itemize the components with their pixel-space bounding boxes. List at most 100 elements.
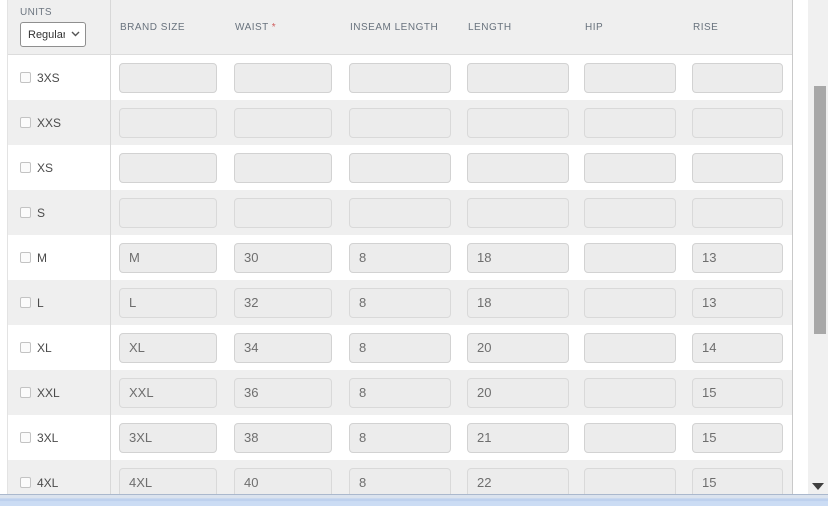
input-XXL-rise[interactable] <box>692 377 783 408</box>
cell-XS-length <box>467 145 584 190</box>
input-3XL-waist[interactable] <box>234 422 332 453</box>
table-row-XXL: XXL <box>8 370 792 415</box>
column-header-label: RISE <box>693 21 719 33</box>
checkbox-4XL[interactable] <box>20 477 31 488</box>
size-label: M <box>37 250 47 265</box>
input-4XL-hip[interactable] <box>584 467 676 498</box>
input-XXS-inseam_length[interactable] <box>349 107 451 138</box>
column-header-label: BRAND SIZE <box>120 21 186 33</box>
input-XXS-waist[interactable] <box>234 107 332 138</box>
input-M-hip[interactable] <box>584 242 676 273</box>
input-XL-inseam_length[interactable] <box>349 332 451 363</box>
checkbox-XXS[interactable] <box>20 117 31 128</box>
size-label: XXL <box>37 385 60 400</box>
checkbox-XXL[interactable] <box>20 387 31 398</box>
input-XL-rise[interactable] <box>692 332 783 363</box>
cell-XXL-inseam_length <box>349 370 467 415</box>
input-3XS-length[interactable] <box>467 62 569 93</box>
column-headers: BRAND SIZE WAIST * INSEAM LENGTH LENGTH … <box>111 0 792 54</box>
vertical-scrollbar-thumb[interactable] <box>814 86 826 334</box>
input-S-length[interactable] <box>467 197 569 228</box>
row-label-cell: XXS <box>8 100 111 145</box>
input-L-waist[interactable] <box>234 287 332 318</box>
input-XS-inseam_length[interactable] <box>349 152 451 183</box>
input-3XS-inseam_length[interactable] <box>349 62 451 93</box>
input-L-length[interactable] <box>467 287 569 318</box>
cell-XS-hip <box>584 145 692 190</box>
checkbox-L[interactable] <box>20 297 31 308</box>
input-M-inseam_length[interactable] <box>349 242 451 273</box>
input-XXS-rise[interactable] <box>692 107 783 138</box>
column-header-label: INSEAM LENGTH <box>350 21 439 33</box>
input-S-inseam_length[interactable] <box>349 197 451 228</box>
input-S-rise[interactable] <box>692 197 783 228</box>
cell-XL-brand_size <box>119 325 234 370</box>
size-label: XS <box>37 160 54 175</box>
input-3XL-rise[interactable] <box>692 422 783 453</box>
input-S-hip[interactable] <box>584 197 676 228</box>
input-4XL-inseam_length[interactable] <box>349 467 451 498</box>
units-select[interactable]: Regular <box>20 22 86 47</box>
input-XL-brand_size[interactable] <box>119 332 217 363</box>
input-3XL-hip[interactable] <box>584 422 676 453</box>
rows-container: 3XS XXS XS S M L <box>8 55 792 505</box>
input-XS-waist[interactable] <box>234 152 332 183</box>
input-XXL-hip[interactable] <box>584 377 676 408</box>
vertical-scrollbar-track[interactable] <box>808 0 828 494</box>
input-XXL-waist[interactable] <box>234 377 332 408</box>
scroll-down-arrow-icon[interactable] <box>812 483 824 490</box>
checkbox-S[interactable] <box>20 207 31 218</box>
cell-S-length <box>467 190 584 235</box>
input-XS-length[interactable] <box>467 152 569 183</box>
input-L-brand_size[interactable] <box>119 287 217 318</box>
input-4XL-rise[interactable] <box>692 467 783 498</box>
checkbox-XL[interactable] <box>20 342 31 353</box>
input-M-rise[interactable] <box>692 242 783 273</box>
input-XXS-brand_size[interactable] <box>119 107 217 138</box>
input-M-brand_size[interactable] <box>119 242 217 273</box>
input-XS-brand_size[interactable] <box>119 152 217 183</box>
cell-4XL-rise <box>692 460 794 505</box>
input-XXS-length[interactable] <box>467 107 569 138</box>
input-XS-rise[interactable] <box>692 152 783 183</box>
checkbox-M[interactable] <box>20 252 31 263</box>
row-label-cell: 4XL <box>8 460 111 505</box>
input-S-waist[interactable] <box>234 197 332 228</box>
input-3XL-length[interactable] <box>467 422 569 453</box>
input-4XL-waist[interactable] <box>234 467 332 498</box>
input-M-length[interactable] <box>467 242 569 273</box>
input-3XL-inseam_length[interactable] <box>349 422 451 453</box>
input-L-inseam_length[interactable] <box>349 287 451 318</box>
input-L-rise[interactable] <box>692 287 783 318</box>
checkbox-3XL[interactable] <box>20 432 31 443</box>
input-3XS-waist[interactable] <box>234 62 332 93</box>
cell-M-waist <box>234 235 349 280</box>
input-XL-length[interactable] <box>467 332 569 363</box>
cell-3XL-waist <box>234 415 349 460</box>
input-XL-hip[interactable] <box>584 332 676 363</box>
checkbox-XS[interactable] <box>20 162 31 173</box>
horizontal-scrollbar[interactable] <box>0 494 828 506</box>
input-M-waist[interactable] <box>234 242 332 273</box>
input-4XL-brand_size[interactable] <box>119 467 217 498</box>
input-3XS-hip[interactable] <box>584 62 676 93</box>
input-S-brand_size[interactable] <box>119 197 217 228</box>
cell-S-hip <box>584 190 692 235</box>
input-XXL-length[interactable] <box>467 377 569 408</box>
input-XXL-brand_size[interactable] <box>119 377 217 408</box>
input-3XS-brand_size[interactable] <box>119 62 217 93</box>
input-4XL-length[interactable] <box>467 467 569 498</box>
table-row-3XS: 3XS <box>8 55 792 100</box>
input-L-hip[interactable] <box>584 287 676 318</box>
input-XS-hip[interactable] <box>584 152 676 183</box>
input-XL-waist[interactable] <box>234 332 332 363</box>
input-XXL-inseam_length[interactable] <box>349 377 451 408</box>
cell-XS-inseam_length <box>349 145 467 190</box>
input-3XS-rise[interactable] <box>692 62 783 93</box>
cell-L-length <box>467 280 584 325</box>
input-3XL-brand_size[interactable] <box>119 422 217 453</box>
cell-XL-length <box>467 325 584 370</box>
cell-L-inseam_length <box>349 280 467 325</box>
checkbox-3XS[interactable] <box>20 72 31 83</box>
input-XXS-hip[interactable] <box>584 107 676 138</box>
